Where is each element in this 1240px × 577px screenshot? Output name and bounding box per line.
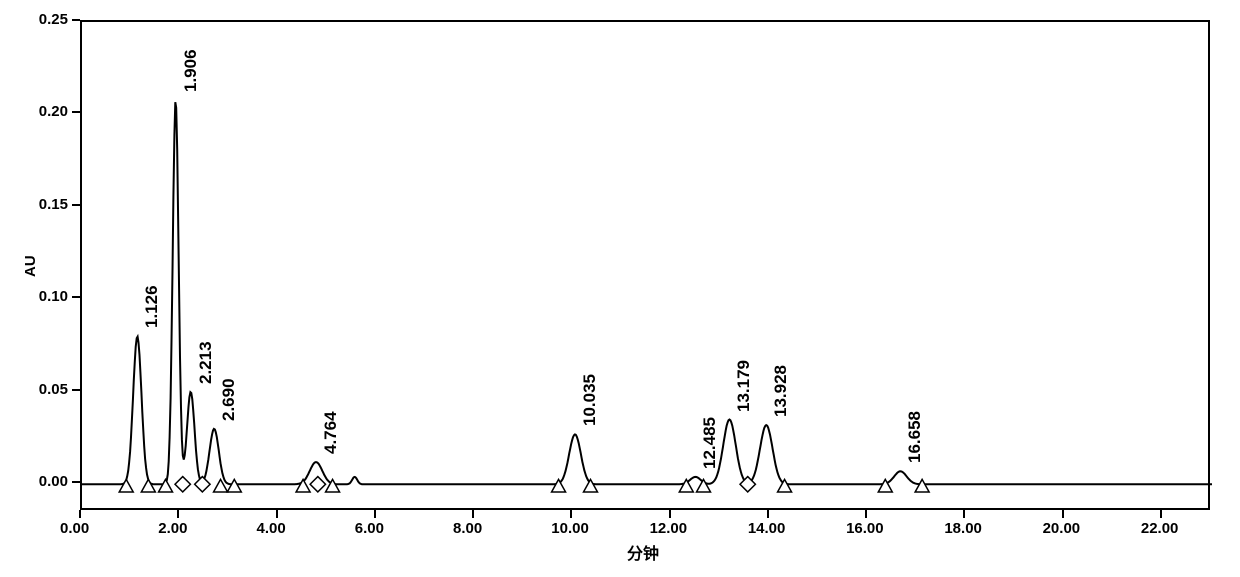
x-tick xyxy=(374,510,376,518)
y-tick xyxy=(72,481,80,483)
x-tick xyxy=(963,510,965,518)
x-tick xyxy=(1160,510,1162,518)
peak-label: 16.658 xyxy=(905,411,925,463)
x-tick xyxy=(276,510,278,518)
peak-start-end-marker xyxy=(778,479,792,492)
x-tick-label: 10.00 xyxy=(551,520,589,537)
x-tick xyxy=(1062,510,1064,518)
peak-start-end-marker xyxy=(697,479,711,492)
peak-start-end-marker xyxy=(584,479,598,492)
x-tick xyxy=(79,510,81,518)
y-tick xyxy=(72,204,80,206)
y-tick xyxy=(72,19,80,21)
peak-start-end-marker xyxy=(119,479,133,492)
peak-label: 1.126 xyxy=(142,286,162,329)
y-tick-label: 0.25 xyxy=(39,11,68,28)
x-tick-label: 18.00 xyxy=(944,520,982,537)
x-tick-label: 6.00 xyxy=(355,520,384,537)
y-tick-label: 0.10 xyxy=(39,288,68,305)
chromatogram-plot xyxy=(80,20,1210,510)
peak-label: 13.179 xyxy=(734,360,754,412)
x-tick-label: 22.00 xyxy=(1141,520,1179,537)
x-tick-label: 8.00 xyxy=(453,520,482,537)
peak-label: 10.035 xyxy=(580,374,600,426)
y-tick-label: 0.20 xyxy=(39,103,68,120)
peak-valley-marker xyxy=(175,477,190,492)
x-tick xyxy=(669,510,671,518)
peak-valley-marker xyxy=(310,477,325,492)
peak-label: 4.764 xyxy=(321,412,341,455)
peak-start-end-marker xyxy=(159,479,173,492)
y-tick-label: 0.00 xyxy=(39,473,68,490)
trace-line xyxy=(82,102,1212,484)
peak-label: 1.906 xyxy=(181,49,201,92)
y-tick-label: 0.05 xyxy=(39,381,68,398)
peak-start-end-marker xyxy=(227,479,241,492)
peak-start-end-marker xyxy=(296,479,310,492)
peak-label: 13.928 xyxy=(771,365,791,417)
peak-label: 2.213 xyxy=(196,341,216,384)
x-tick xyxy=(570,510,572,518)
chromatogram-trace xyxy=(82,22,1212,512)
x-tick-label: 16.00 xyxy=(846,520,884,537)
x-tick-label: 12.00 xyxy=(650,520,688,537)
peak-label: 12.485 xyxy=(700,417,720,469)
x-tick xyxy=(865,510,867,518)
x-tick xyxy=(177,510,179,518)
y-tick xyxy=(72,389,80,391)
x-tick-label: 0.00 xyxy=(60,520,89,537)
x-tick xyxy=(767,510,769,518)
x-tick xyxy=(472,510,474,518)
y-axis-label: AU xyxy=(22,255,39,277)
y-tick xyxy=(72,111,80,113)
x-axis-label: 分钟 xyxy=(627,540,659,564)
peak-label: 2.690 xyxy=(219,378,239,421)
x-tick-label: 2.00 xyxy=(158,520,187,537)
peak-start-end-marker xyxy=(552,479,566,492)
y-tick xyxy=(72,296,80,298)
peak-start-end-marker xyxy=(679,479,693,492)
x-tick-label: 20.00 xyxy=(1043,520,1081,537)
x-tick-label: 4.00 xyxy=(257,520,286,537)
peak-start-end-marker xyxy=(141,479,155,492)
y-tick-label: 0.15 xyxy=(39,196,68,213)
peak-start-end-marker xyxy=(915,479,929,492)
peak-valley-marker xyxy=(195,477,210,492)
x-tick-label: 14.00 xyxy=(748,520,786,537)
